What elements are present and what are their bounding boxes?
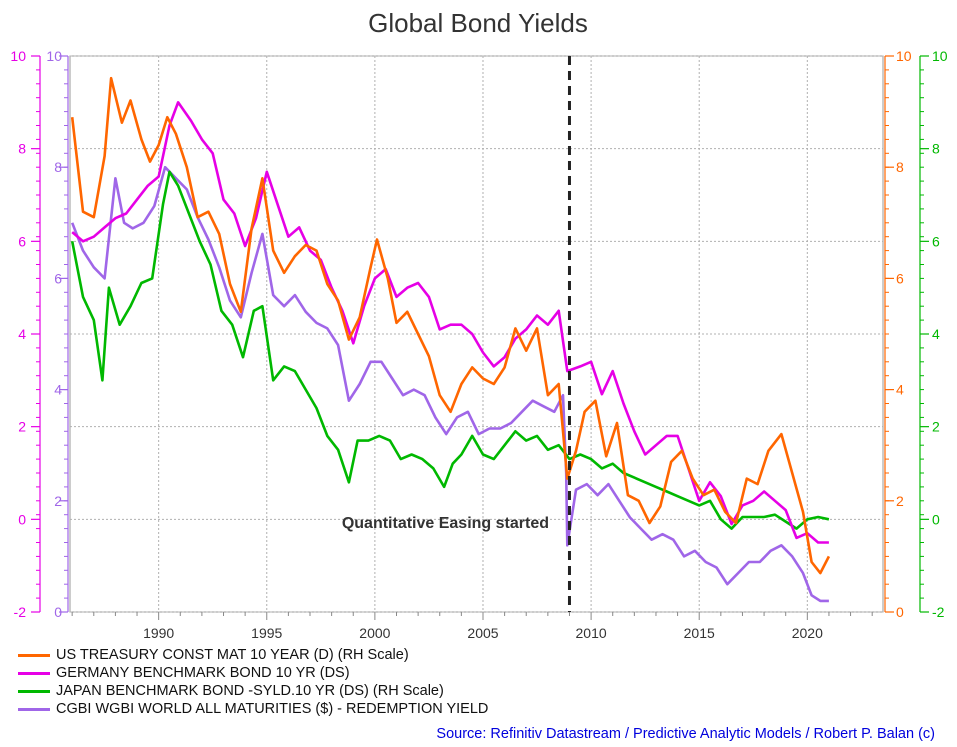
source-note: Source: Refinitiv Datastream / Predictiv…	[436, 726, 935, 742]
left_purple-tick-label: 2	[54, 493, 62, 509]
legend-swatch	[18, 671, 50, 675]
legend: US TREASURY CONST MAT 10 YEAR (D) (RH Sc…	[18, 646, 488, 718]
right_green-tick-label: 8	[932, 141, 940, 157]
right_green-tick-label: 4	[932, 326, 940, 342]
left_purple-tick-label: 0	[54, 604, 62, 620]
right_green-tick-label: 10	[932, 48, 948, 64]
right_orange-tick-label: 2	[896, 493, 904, 509]
left_purple-tick-label: 4	[54, 382, 62, 398]
right_orange-tick-label: 4	[896, 382, 904, 398]
legend-item: US TREASURY CONST MAT 10 YEAR (D) (RH Sc…	[18, 646, 488, 664]
legend-swatch	[18, 689, 50, 693]
legend-label: CGBI WGBI WORLD ALL MATURITIES ($) - RED…	[56, 701, 489, 717]
series-line-japan-benchmark-bond-syld-10-yr-ds-rh-scale	[70, 170, 830, 530]
x-tick-label: 2020	[792, 625, 823, 641]
left_purple-tick-label: 8	[54, 159, 62, 175]
series-line-cgbi-wgbi-world-all-maturities-redemption-yield	[70, 165, 829, 603]
x-tick-label: 2005	[467, 625, 498, 641]
right_green-tick-label: 6	[932, 233, 940, 249]
series-layer	[70, 76, 831, 603]
legend-label: GERMANY BENCHMARK BOND 10 YR (DS)	[56, 665, 350, 681]
right_green-tick-label: 0	[932, 511, 940, 527]
right_green-tick-label: 2	[932, 419, 940, 435]
qe-annotation: Quantitative Easing started	[342, 515, 549, 532]
right_orange-tick-label: 10	[896, 48, 912, 64]
legend-swatch	[18, 653, 50, 657]
left_magenta-tick-label: 4	[18, 326, 26, 342]
left_purple-tick-label: 10	[46, 48, 62, 64]
series-line-us-treasury-const-mat-10-year-d-rh-scale	[70, 76, 831, 575]
left_magenta-tick-label: -2	[14, 604, 27, 620]
legend-label: JAPAN BENCHMARK BOND -SYLD.10 YR (DS) (R…	[56, 683, 444, 699]
left_magenta-tick-label: 0	[18, 511, 26, 527]
right_green-tick-label: -2	[932, 604, 945, 620]
legend-label: US TREASURY CONST MAT 10 YEAR (D) (RH Sc…	[56, 647, 409, 663]
axes: 1990 1995 2000 2005 2010 2015 2020-20246810024…	[10, 48, 947, 641]
legend-item: JAPAN BENCHMARK BOND -SYLD.10 YR (DS) (R…	[18, 682, 488, 700]
legend-swatch	[18, 707, 50, 711]
x-tick-label: 2000	[359, 625, 390, 641]
x-tick-label: 1990	[143, 625, 174, 641]
x-tick-label: 2015	[684, 625, 715, 641]
right_orange-tick-label: 6	[896, 270, 904, 286]
right_orange-tick-label: 8	[896, 159, 904, 175]
grid	[69, 55, 884, 613]
left_magenta-tick-label: 2	[18, 419, 26, 435]
left_purple-tick-label: 6	[54, 270, 62, 286]
legend-item: GERMANY BENCHMARK BOND 10 YR (DS)	[18, 664, 488, 682]
left_magenta-tick-label: 8	[18, 141, 26, 157]
legend-item: CGBI WGBI WORLD ALL MATURITIES ($) - RED…	[18, 700, 488, 718]
left_magenta-tick-label: 6	[18, 233, 26, 249]
right_orange-tick-label: 0	[896, 604, 904, 620]
x-tick-label: 1995	[251, 625, 282, 641]
left_magenta-tick-label: 10	[10, 48, 26, 64]
chart-title: Global Bond Yields	[368, 8, 588, 38]
x-tick-label: 2010	[576, 625, 607, 641]
series-line-germany-benchmark-bond-10-yr-ds	[71, 101, 829, 544]
